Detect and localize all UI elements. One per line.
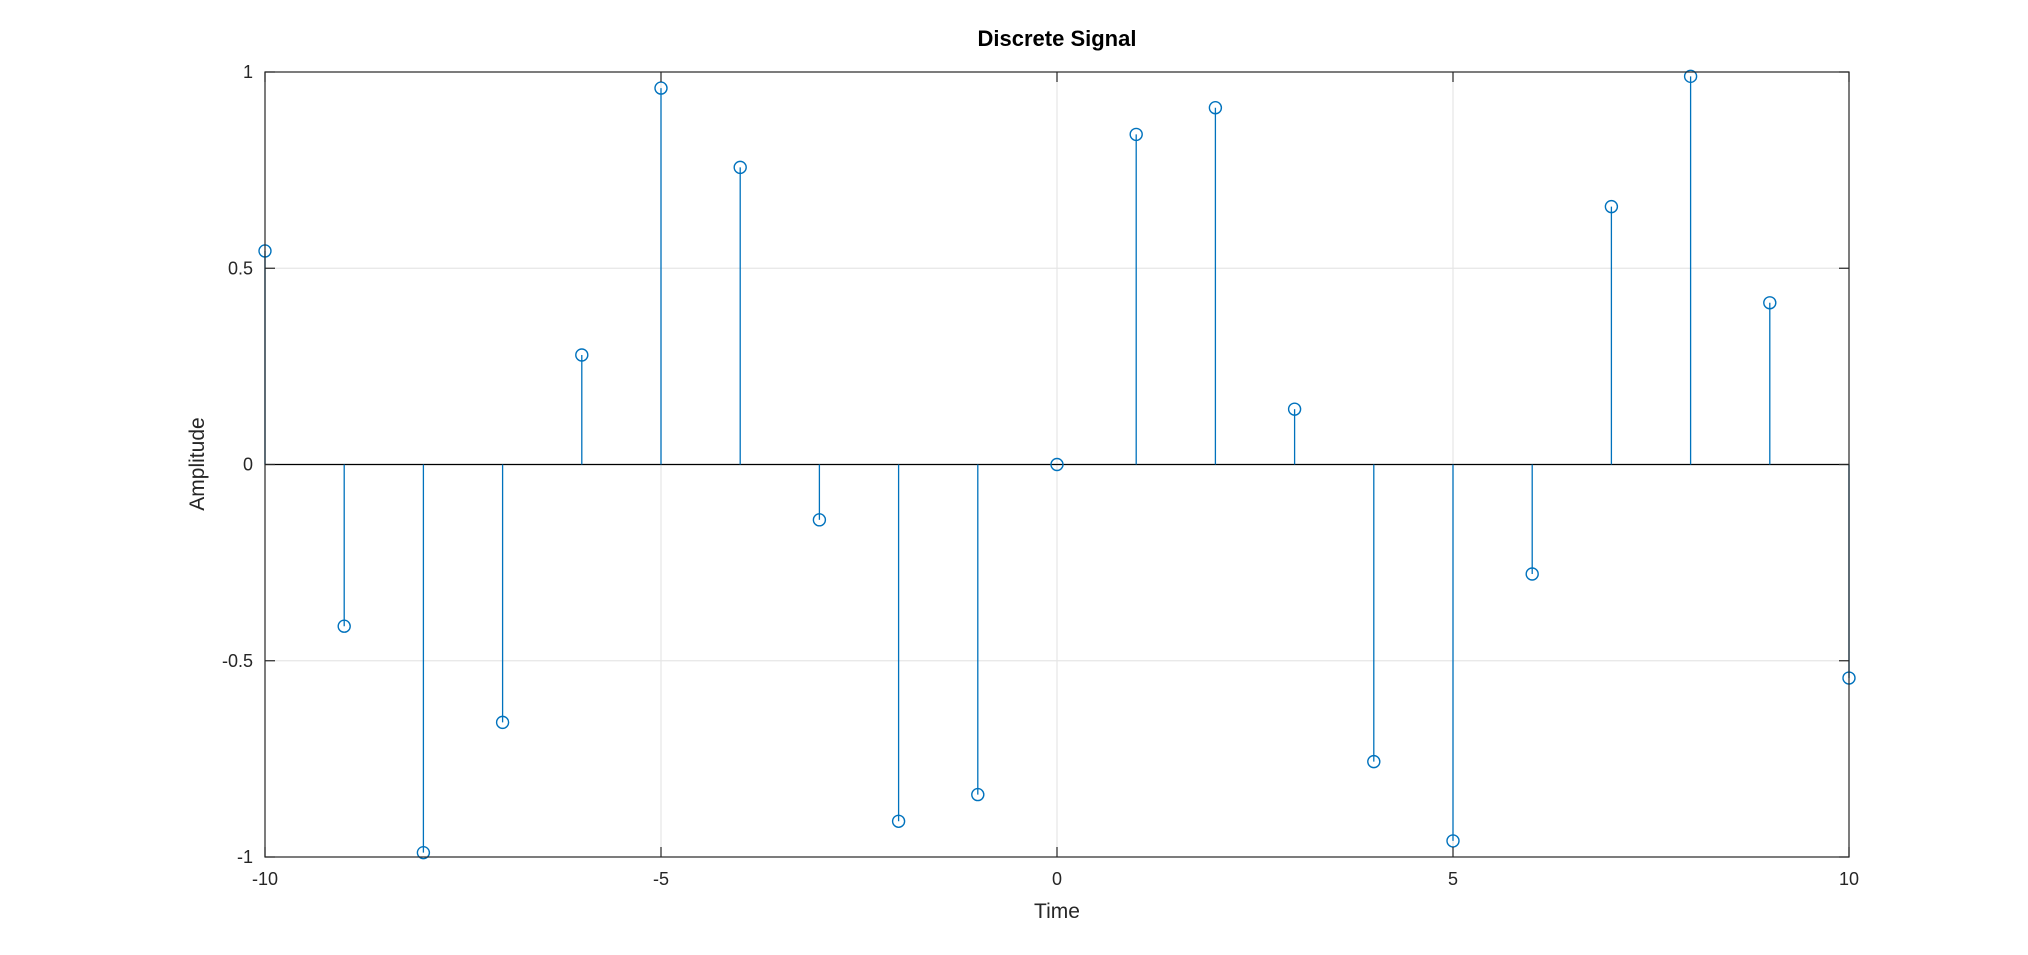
stem-marker bbox=[1367, 754, 1381, 769]
stem-marker bbox=[337, 619, 351, 633]
stem-marker bbox=[1050, 457, 1064, 472]
stem-marker bbox=[733, 160, 747, 175]
stem-marker bbox=[1129, 127, 1143, 142]
stem-marker bbox=[495, 715, 510, 730]
y-tick-label: 0 bbox=[243, 455, 253, 475]
y-tick-label: 1 bbox=[243, 62, 253, 82]
x-tick-label: 10 bbox=[1839, 869, 1859, 889]
x-tick-label: 0 bbox=[1052, 869, 1062, 889]
y-tick-label: 0.5 bbox=[228, 258, 253, 278]
tick-marks bbox=[264, 71, 1850, 858]
stem-marker bbox=[812, 513, 827, 527]
stem-marker bbox=[1208, 101, 1223, 115]
x-tick-label: -10 bbox=[252, 869, 278, 889]
tick-labels: -10 -5 0 5 10 -1 -0.5 0 0.5 1 bbox=[222, 62, 1859, 889]
stem-marker bbox=[891, 814, 906, 828]
x-tick-label: 5 bbox=[1448, 869, 1458, 889]
stem-marker bbox=[971, 787, 985, 802]
x-axis-label: Time bbox=[1034, 900, 1080, 923]
stem-marker bbox=[1446, 834, 1460, 848]
stem-marker bbox=[1763, 296, 1777, 310]
chart-title: Discrete Signal bbox=[978, 26, 1137, 51]
x-tick-label: -5 bbox=[653, 869, 669, 889]
stem-marker bbox=[575, 348, 589, 362]
y-axis-label: Amplitude bbox=[186, 417, 209, 510]
y-tick-label: -0.5 bbox=[222, 651, 253, 671]
stem-marker bbox=[1287, 402, 1302, 416]
stem-marker bbox=[1683, 69, 1698, 84]
stem-marker bbox=[1604, 199, 1619, 214]
y-tick-label: -1 bbox=[237, 847, 253, 867]
stem-marker bbox=[416, 845, 431, 860]
stem-marker bbox=[654, 81, 668, 95]
stem-marker bbox=[1525, 567, 1539, 581]
